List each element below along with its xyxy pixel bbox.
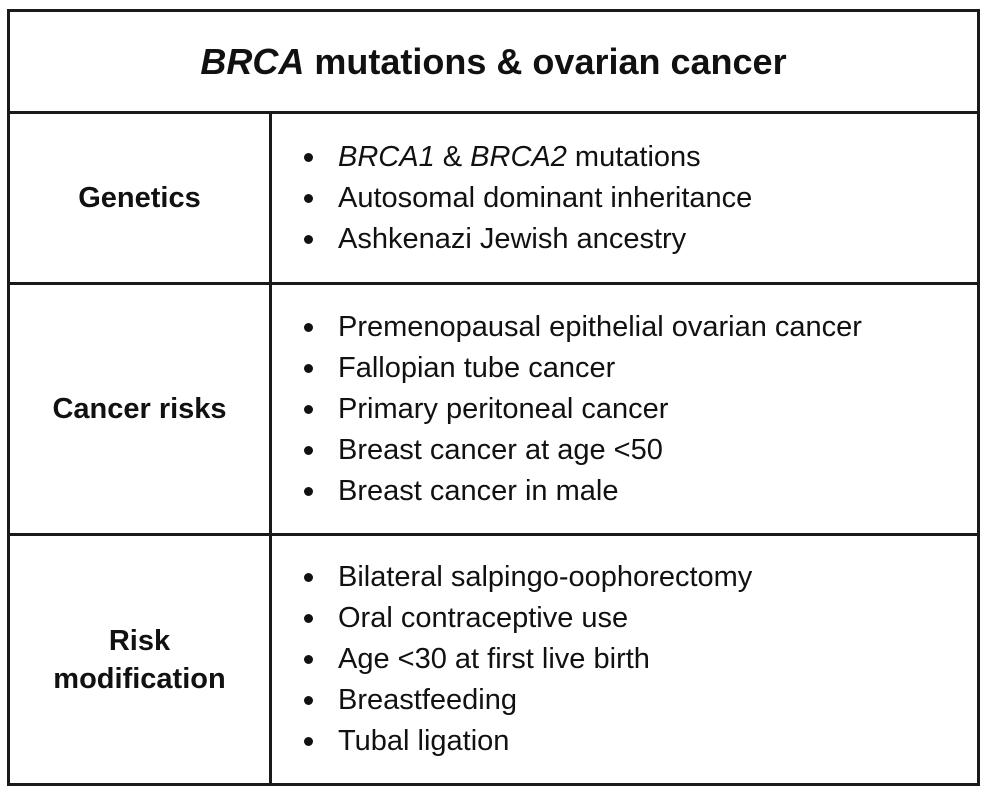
title-text: mutations & ovarian cancer	[304, 40, 787, 82]
list-item-text: Ashkenazi Jewish ancestry	[338, 222, 687, 255]
bullet-list-cancer-risks: Premenopausal epithelial ovarian cancer …	[272, 307, 862, 512]
list-item-text: Primary peritoneal cancer	[338, 392, 669, 425]
list-item: Breast cancer at age <50	[300, 430, 862, 471]
list-item-text: Breast cancer in male	[338, 474, 619, 507]
list-item: Age <30 at first live birth	[300, 639, 752, 680]
bullet-dot-icon	[304, 696, 313, 705]
row-risk-modification: Risk modification Bilateral salpingo-oop…	[10, 536, 977, 783]
list-item: Primary peritoneal cancer	[300, 389, 862, 430]
list-item-text: Oral contraceptive use	[338, 602, 629, 634]
list-item-text: Age <30 at first live birth	[338, 643, 650, 675]
gene-brca2: BRCA2	[470, 140, 567, 173]
brca-table: BRCA mutations & ovarian cancer Genetics…	[7, 9, 980, 786]
list-item-text: Breast cancer at age <50	[338, 433, 663, 466]
table-title: BRCA mutations & ovarian cancer	[10, 12, 977, 114]
bullet-dot-icon	[304, 737, 313, 746]
row-label-cancer-risks: Cancer risks	[10, 285, 272, 533]
list-item: Tubal ligation	[300, 721, 752, 762]
list-item-text: Bilateral salpingo-oophorectomy	[338, 561, 753, 593]
gene-brca1: BRCA1	[338, 140, 435, 173]
bullet-dot-icon	[304, 573, 313, 582]
row-genetics: Genetics BRCA1 & BRCA2 mutations Autosom…	[10, 114, 977, 285]
bullet-dot-icon	[304, 486, 313, 496]
bullet-dot-icon	[304, 234, 313, 244]
row-label-line-2: modification	[53, 662, 226, 695]
gene-tail: mutations	[566, 140, 701, 173]
row-cancer-risks: Cancer risks Premenopausal epithelial ov…	[10, 285, 977, 536]
bullet-dot-icon	[304, 445, 313, 455]
bullet-dot-icon	[304, 363, 313, 373]
title-gene-name: BRCA	[200, 40, 305, 82]
bullet-dot-icon	[304, 404, 313, 414]
list-item: BRCA1 & BRCA2 mutations	[300, 137, 752, 178]
row-content-genetics: BRCA1 & BRCA2 mutations Autosomal domina…	[272, 114, 977, 282]
list-item-text: Tubal ligation	[338, 725, 510, 757]
list-item-text: Autosomal dominant inheritance	[338, 181, 753, 214]
list-item-text: Fallopian tube cancer	[338, 351, 616, 384]
bullet-dot-icon	[304, 614, 313, 623]
list-item: Autosomal dominant inheritance	[300, 178, 752, 219]
list-item: Fallopian tube cancer	[300, 348, 862, 389]
bullet-dot-icon	[304, 322, 313, 332]
row-label-genetics: Genetics	[10, 114, 272, 282]
bullet-list-risk-modification: Bilateral salpingo-oophorectomy Oral con…	[272, 557, 752, 762]
bullet-list-genetics: BRCA1 & BRCA2 mutations Autosomal domina…	[272, 137, 752, 260]
list-item: Breast cancer in male	[300, 471, 862, 512]
list-item: Breastfeeding	[300, 680, 752, 721]
list-item: Oral contraceptive use	[300, 598, 752, 639]
list-item: Premenopausal epithelial ovarian cancer	[300, 307, 862, 348]
row-label-risk-modification: Risk modification	[10, 536, 272, 783]
bullet-dot-icon	[304, 152, 313, 162]
row-label-line-1: Risk	[108, 624, 171, 657]
list-item-text: Breastfeeding	[338, 684, 517, 716]
list-item-text: Premenopausal epithelial ovarian cancer	[338, 310, 862, 343]
list-item: Ashkenazi Jewish ancestry	[300, 219, 752, 260]
list-item: Bilateral salpingo-oophorectomy	[300, 557, 752, 598]
gene-separator: &	[434, 140, 471, 173]
row-content-risk-modification: Bilateral salpingo-oophorectomy Oral con…	[272, 536, 977, 783]
bullet-dot-icon	[304, 193, 313, 203]
row-content-cancer-risks: Premenopausal epithelial ovarian cancer …	[272, 285, 977, 533]
bullet-dot-icon	[304, 655, 313, 664]
